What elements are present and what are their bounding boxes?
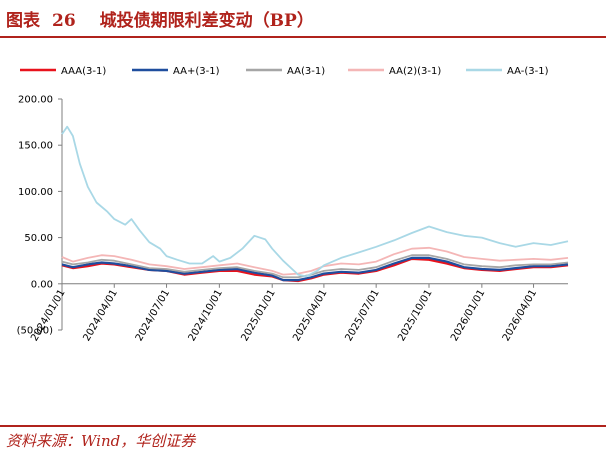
x-tick-label: 2024/07/01 (134, 288, 172, 343)
x-tick-label: 2024/04/01 (82, 288, 120, 343)
x-axis: 2024/01/01 2024/04/01 2024/07/01 2024/10/01… (29, 283, 568, 343)
legend-label-3: AA(3-1) (287, 66, 325, 77)
series-line-2 (61, 256, 569, 282)
y-tick-label: 100.00 (18, 187, 53, 198)
x-tick-label: 2026/04/01 (501, 288, 539, 343)
y-tick-label: 150.00 (18, 141, 53, 152)
x-tick-label: 2025/04/01 (291, 288, 329, 343)
y-axis: 200.00 150.00 100.00 50.00 0.00 (50.00) (17, 95, 63, 337)
figure-title: 图表 26 城投债期限利差变动（BP） (6, 6, 314, 31)
series-line-4 (61, 246, 569, 276)
x-tick-label: 2024/10/01 (187, 288, 225, 343)
legend-label-1: AAA(3-1) (61, 66, 106, 77)
x-tick-label: 2025/07/01 (343, 288, 381, 343)
source-rule (0, 425, 606, 427)
figure-heading: 城投债期限利差变动（BP） (99, 11, 314, 31)
y-tick-label: 50.00 (24, 233, 53, 244)
series-lines (61, 125, 569, 283)
y-tick-label: (50.00) (17, 326, 54, 337)
legend-label-4: AA(2)(3-1) (389, 66, 441, 77)
chart-legend: AAA(3-1) AA+(3-1) AA(3-1) AA(2)(3-1) AA-(3-1… (20, 66, 549, 77)
legend-label-5: AA-(3-1) (507, 66, 549, 77)
x-tick-label: 2025/01/01 (239, 288, 277, 343)
title-rule (0, 36, 606, 38)
y-tick-label: 0.00 (31, 279, 53, 290)
y-tick-label: 200.00 (18, 95, 53, 106)
line-chart: AAA(3-1) AA+(3-1) AA(3-1) AA(2)(3-1) AA-(3-1… (17, 66, 569, 343)
source-note: 资料来源：Wind，华创证券 (6, 432, 196, 450)
x-tick-label: 2026/01/01 (449, 288, 487, 343)
x-tick-label: 2025/10/01 (396, 288, 434, 343)
legend-label-2: AA+(3-1) (173, 66, 220, 77)
series-line-3 (61, 254, 569, 279)
figure-label: 图表 (6, 11, 40, 31)
series-line-5 (61, 125, 569, 278)
figure-number: 26 (52, 11, 76, 31)
